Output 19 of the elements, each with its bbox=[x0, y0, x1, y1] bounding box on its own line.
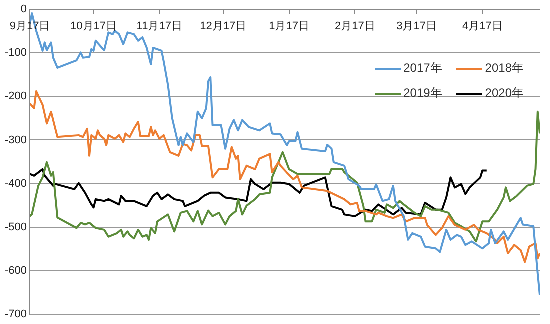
x-tick-label: 10月17日 bbox=[70, 20, 118, 33]
y-tick-label: 0 bbox=[20, 4, 28, 16]
y-tick-label: -700 bbox=[4, 308, 28, 320]
y-tick-label: -100 bbox=[4, 47, 28, 60]
x-tick-label: 12月17日 bbox=[200, 20, 247, 33]
x-tick-label: 4月17日 bbox=[462, 20, 503, 33]
x-tick-label: 3月17日 bbox=[396, 20, 437, 33]
legend-label: 2019年 bbox=[404, 85, 442, 102]
legend-label: 2020年 bbox=[485, 85, 524, 102]
y-tick-label: -500 bbox=[4, 221, 28, 234]
x-tick-label: 2月17日 bbox=[334, 20, 376, 33]
y-tick-label: -300 bbox=[4, 134, 28, 146]
x-tick-label: 11月17日 bbox=[136, 20, 182, 33]
legend-label: 2018年 bbox=[485, 60, 524, 77]
x-tick-label: 1月17日 bbox=[269, 20, 310, 33]
y-tick-label: -200 bbox=[4, 90, 28, 103]
legend-label: 2017年 bbox=[404, 60, 442, 77]
y-tick-label: -400 bbox=[4, 178, 28, 190]
y-tick-label: -600 bbox=[4, 264, 28, 277]
